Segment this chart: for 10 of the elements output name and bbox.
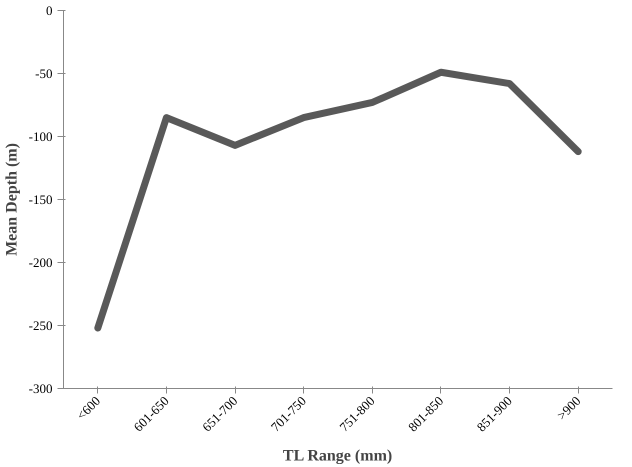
y-axis-title: Mean Depth (m) [4, 143, 21, 256]
y-tick-label: -300 [28, 381, 53, 396]
x-tick-label: <600 [74, 393, 104, 423]
y-tick-label: -150 [28, 192, 53, 207]
y-tick-label: 0 [46, 3, 52, 18]
y-tick-label: -100 [28, 129, 53, 144]
y-tick-label: -250 [28, 318, 53, 333]
y-tick-label: -200 [28, 255, 53, 270]
x-axis-title: TL Range (mm) [282, 448, 392, 465]
y-tick-label: -50 [35, 66, 53, 81]
